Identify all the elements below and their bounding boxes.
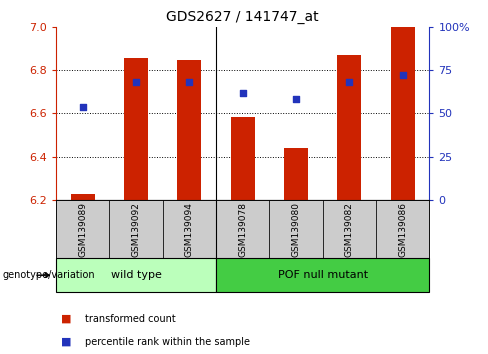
Text: wild type: wild type [111,270,162,280]
Point [239,90,246,96]
Bar [323,200,376,258]
Title: GDS2627 / 141747_at: GDS2627 / 141747_at [166,10,319,24]
Bar [231,116,255,200]
Bar [56,200,109,258]
Bar [71,194,95,200]
Text: GSM139080: GSM139080 [292,202,301,257]
Text: GSM139086: GSM139086 [398,202,407,257]
Text: genotype/variation: genotype/variation [2,270,95,280]
Point [132,79,140,85]
Text: GSM139082: GSM139082 [345,202,354,257]
Bar [178,60,202,200]
Point [185,79,193,85]
Bar [163,200,216,258]
Point [399,73,407,78]
Point [292,96,300,102]
Bar [109,200,163,258]
Text: percentile rank within the sample: percentile rank within the sample [85,337,250,347]
Text: GSM139078: GSM139078 [238,202,247,257]
Bar [269,200,323,258]
Text: transformed count: transformed count [85,314,176,324]
Text: POF null mutant: POF null mutant [278,270,368,280]
Bar [337,55,362,200]
Bar [391,27,415,200]
Text: GSM139089: GSM139089 [78,202,87,257]
Text: ■: ■ [61,314,72,324]
Text: GSM139094: GSM139094 [185,202,194,257]
Bar [376,200,429,258]
Bar [284,148,308,200]
Bar [56,258,216,292]
Text: GSM139092: GSM139092 [132,202,141,257]
Text: ■: ■ [61,337,72,347]
Bar [216,200,269,258]
Bar [124,58,148,200]
Point [79,104,87,110]
Bar [216,258,429,292]
Point [346,79,353,85]
